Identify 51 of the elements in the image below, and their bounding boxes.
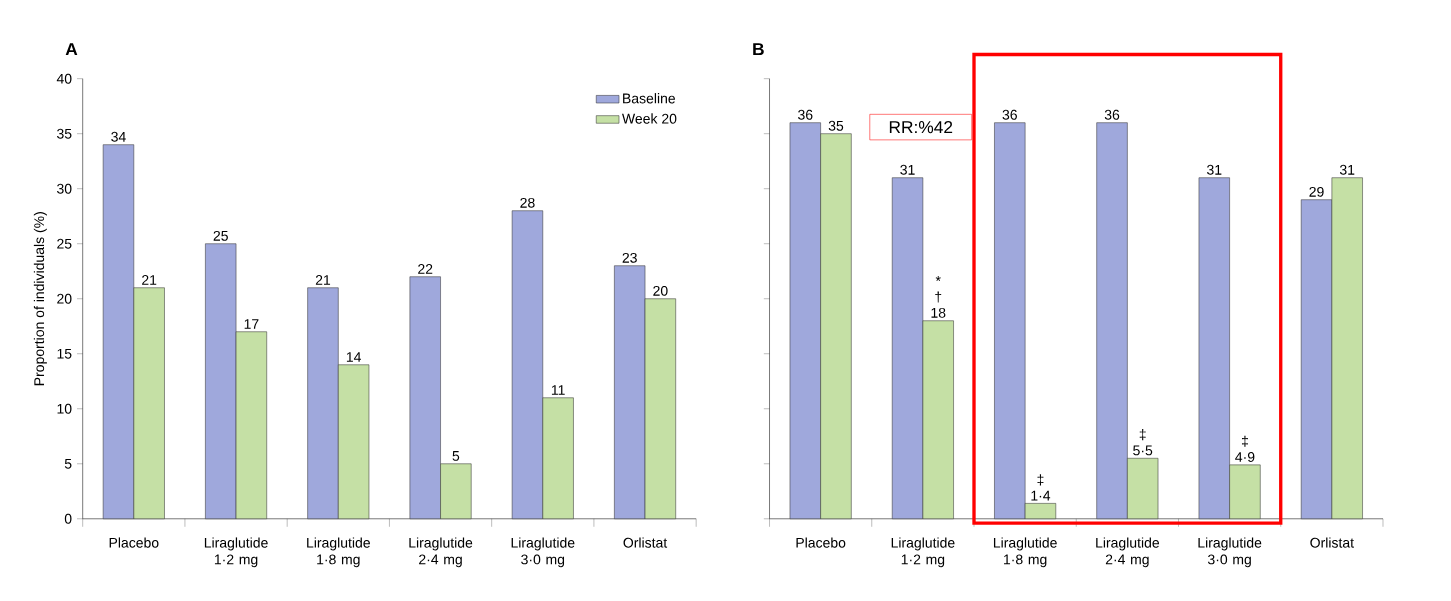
- x-tick-label: Liraglutide 1·8 mg: [307, 537, 370, 567]
- data-label: ‡ 4·9: [1235, 435, 1255, 462]
- data-label: 28: [520, 197, 535, 208]
- legend-label: Baseline: [623, 92, 676, 104]
- x-tick-label: Orlistat: [623, 537, 668, 548]
- data-label: 14: [346, 351, 361, 362]
- data-label: 34: [111, 131, 126, 142]
- y-tick-label: 40: [56, 73, 72, 84]
- x-tick-label: Liraglutide 1·2 mg: [204, 537, 268, 567]
- x-tick-label: Liraglutide 3·0 mg: [1198, 537, 1262, 567]
- y-tick-label: 20: [57, 293, 72, 304]
- data-label: 29: [1309, 186, 1324, 197]
- chart-title: A: [65, 42, 78, 55]
- y-axis-title: Proportion of individuals (%): [33, 211, 47, 385]
- data-label: 31: [900, 164, 915, 175]
- data-label: 17: [244, 318, 259, 329]
- data-label: 36: [798, 109, 813, 120]
- x-tick-label: Placebo: [109, 537, 159, 548]
- data-label: 23: [622, 252, 637, 263]
- x-tick-label: Placebo: [796, 537, 846, 548]
- x-tick-label: Orlistat: [1310, 537, 1354, 548]
- y-tick-label: 5: [64, 458, 72, 469]
- x-tick-label: Liraglutide 2·4 mg: [409, 537, 473, 567]
- x-tick-label: Liraglutide 1·2 mg: [891, 537, 955, 567]
- data-label: ‡ 1·4: [1031, 474, 1051, 501]
- y-tick-label: 30: [57, 183, 72, 194]
- data-label: ‡ 5·5: [1133, 428, 1153, 456]
- y-tick-label: 0: [64, 513, 72, 524]
- data-label: 20: [653, 285, 668, 296]
- x-tick-label: Liraglutide 1·8 mg: [993, 537, 1057, 567]
- x-tick-label: Liraglutide 2·4 mg: [1096, 537, 1160, 567]
- data-label: 21: [315, 274, 331, 285]
- data-label: 36: [1104, 109, 1120, 120]
- y-tick-label: 10: [57, 403, 72, 414]
- data-label: 11: [551, 384, 565, 395]
- data-label: 25: [213, 230, 228, 241]
- data-label: 21: [142, 274, 157, 285]
- legend-label: Week 20: [622, 113, 677, 124]
- x-tick-label: Liraglutide 3·0 mg: [511, 537, 575, 567]
- data-label: 36: [1002, 109, 1017, 120]
- annotation: RR:%42: [889, 120, 953, 133]
- data-label: 5: [452, 450, 460, 461]
- y-tick-label: 15: [57, 348, 72, 359]
- y-tick-label: 35: [57, 128, 72, 139]
- chart-title: B: [753, 42, 764, 55]
- data-label: 31: [1339, 164, 1355, 175]
- data-label: 31: [1207, 164, 1222, 175]
- data-label: 35: [828, 120, 844, 131]
- data-label: 22: [418, 263, 433, 274]
- y-tick-label: 25: [57, 238, 72, 249]
- data-label: * † 18: [931, 275, 946, 318]
